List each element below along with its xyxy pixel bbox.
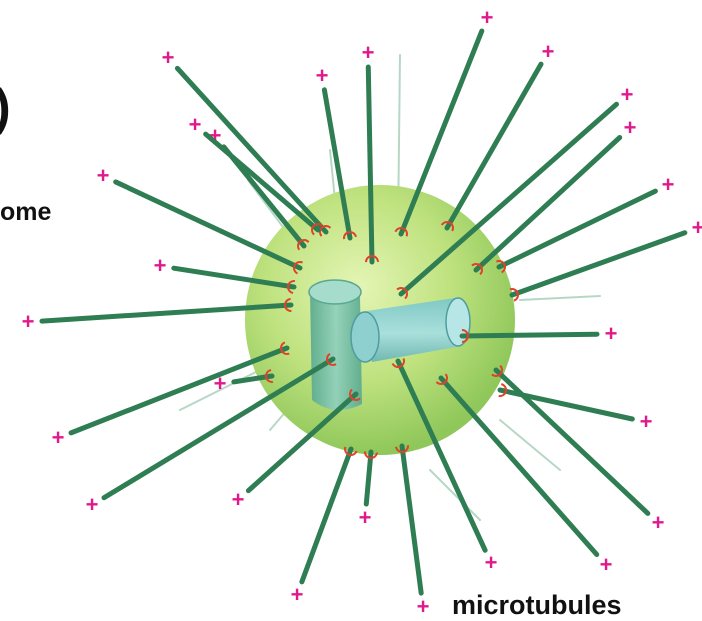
minus-end-cap-icon [365,255,379,263]
plus-end-label: + [86,492,99,517]
plus-end-label: + [316,63,329,88]
plus-end-label: + [359,505,372,530]
plus-end-label: + [662,172,675,197]
plus-end-label: + [692,215,702,240]
microtubule: + [189,112,323,236]
microtubule: + [491,364,665,535]
microtubule: + [214,369,275,396]
microtubule: + [154,253,297,294]
microtubule: + [459,321,618,346]
plus-end-label: + [624,115,637,140]
minus-end-cap-icon [391,358,405,369]
microtubule: + [316,63,357,241]
minus-end-cap-icon [311,223,323,236]
centriole-horizontal [350,297,471,363]
plus-end-label: + [214,371,227,396]
microtubule: + [162,45,332,237]
microtubule: + [52,341,290,450]
plus-end-label: + [485,550,498,575]
minus-end-cap-icon [495,260,506,274]
microtubule: + [291,446,358,607]
microtubule: + [509,215,702,302]
minus-end-cap-icon [284,298,292,312]
minus-end-cap-icon [343,231,357,240]
minus-end-cap-icon [343,446,358,457]
plus-end-label: + [600,552,613,577]
minus-end-cap-icon [395,445,409,453]
minus-end-cap-icon [396,287,409,300]
minus-end-cap-icon [509,288,520,302]
minus-end-cap-icon [394,226,409,237]
panel-letter: ) [0,78,11,136]
minus-end-cap-icon [498,383,507,397]
plus-end-label: + [162,45,175,70]
minus-end-cap-icon [292,261,303,275]
microtubule: + [471,115,637,276]
minus-end-cap-icon [440,220,454,232]
plus-end-label: + [605,321,618,346]
faint-microtubule [179,369,261,411]
minus-end-cap-icon [319,224,332,237]
minus-end-cap-icon [265,369,274,383]
centrosome-label: ome [0,198,52,226]
minus-end-cap-icon [491,364,503,377]
microtubule: + [86,353,337,517]
plus-end-label: + [652,510,665,535]
microtubule: + [391,358,498,575]
plus-end-label: + [189,112,202,137]
microtubule: + [497,383,653,434]
microtubule: + [359,449,378,530]
microtubule: + [362,40,379,265]
microtubule: + [495,172,675,274]
plus-end-label: + [291,582,304,607]
microtubule: + [395,443,430,615]
microtubule-array: ++++++++++++ +++++ +++++++++ [22,5,702,615]
faint-microtubule [519,295,601,301]
minus-end-cap-icon [287,280,296,294]
microtubule: + [396,82,634,300]
minus-end-cap-icon [435,373,448,385]
plus-end-label: + [640,409,653,434]
microtubules-label: microtubules [452,590,622,620]
microtubule: + [22,298,294,334]
plus-end-label: + [52,425,65,450]
plus-end-label: + [481,5,494,30]
minus-end-cap-icon [326,353,337,366]
microtubule: + [97,163,303,275]
minus-end-cap-icon [279,341,290,355]
faint-microtubule [499,419,561,471]
microtubule: + [440,39,555,232]
plus-end-label: + [154,253,167,278]
minus-end-cap-icon [296,238,310,251]
microtubule: + [394,5,494,237]
microtubule: + [435,373,613,577]
plus-end-label: + [542,39,555,64]
plus-end-label: + [97,163,110,188]
minus-end-cap-icon [349,388,361,401]
faint-microtubule [429,469,481,521]
microtubule: + [232,388,361,512]
plus-end-label: + [417,594,430,615]
minus-end-cap-icon [461,329,470,343]
centriole-vertical [308,279,362,411]
minus-end-cap-icon [364,451,378,460]
plus-end-label: + [621,82,634,107]
plus-end-label: + [232,487,245,512]
plus-end-label: + [362,40,375,65]
minus-end-cap-icon [471,263,483,276]
plus-end-label: + [22,309,35,334]
